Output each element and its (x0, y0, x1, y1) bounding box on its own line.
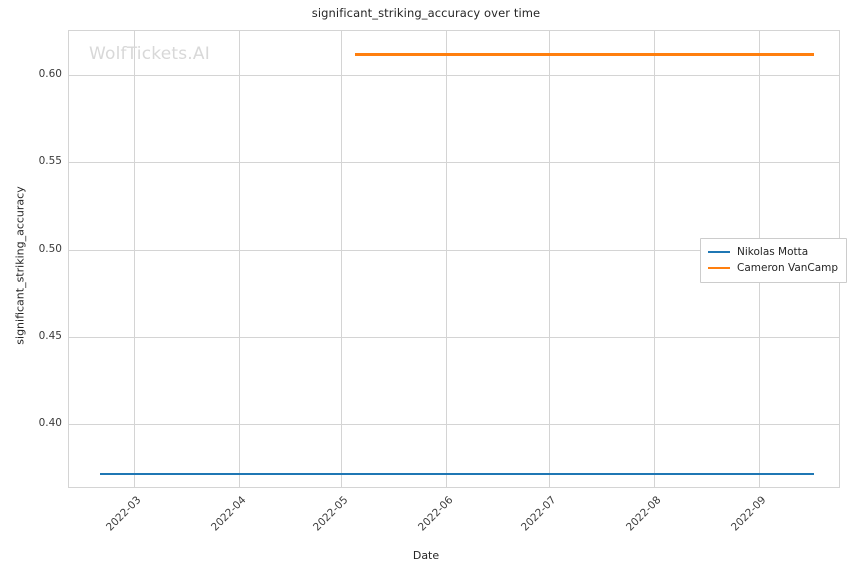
x-tick-label: 2022-04 (209, 494, 249, 534)
x-axis-label: Date (412, 549, 440, 562)
x-tick-label: 2022-09 (729, 494, 769, 534)
series-line-2 (354, 53, 814, 56)
gridline-vertical (239, 31, 241, 487)
legend-label: Cameron VanCamp (737, 262, 839, 274)
y-tick-label: 0.55 (38, 155, 62, 168)
x-tick-label: 2022-06 (416, 494, 456, 534)
y-tick-label: 0.50 (38, 242, 62, 255)
gridline-vertical (548, 31, 550, 487)
y-tick-label: 0.45 (38, 329, 62, 342)
gridline-horizontal (69, 249, 839, 251)
gridline-horizontal (69, 162, 839, 164)
x-tick-label: 2022-08 (623, 494, 664, 534)
legend-entry[interactable]: Nikolas Motta (708, 244, 838, 260)
chart-legend: Nikolas Motta Cameron VanCamp (700, 238, 848, 283)
gridline-vertical (341, 31, 343, 487)
series-line-1 (99, 473, 814, 476)
gridline-vertical (133, 31, 135, 487)
y-axis-tick-labels: 0.40 0.45 0.50 0.55 0.60 (0, 0, 62, 575)
gridline-horizontal (69, 336, 839, 338)
gridline-horizontal (69, 423, 839, 425)
legend-color-swatch (708, 250, 730, 254)
x-tick-label: 2022-03 (103, 494, 144, 534)
gridline-horizontal (69, 75, 839, 77)
chart-title: significant_striking_accuracy over time (311, 6, 541, 20)
y-tick-label: 0.60 (38, 68, 62, 81)
gridline-vertical (446, 31, 448, 487)
gridline-vertical (653, 31, 655, 487)
y-tick-label: 0.40 (38, 416, 62, 429)
legend-color-swatch (708, 266, 730, 270)
legend-label: Nikolas Motta (737, 246, 809, 258)
x-tick-label: 2022-07 (518, 494, 559, 534)
watermark-text: WolfTickets.AI (89, 44, 210, 64)
x-tick-label: 2022-05 (311, 494, 351, 534)
legend-entry[interactable]: Cameron VanCamp (708, 260, 838, 276)
